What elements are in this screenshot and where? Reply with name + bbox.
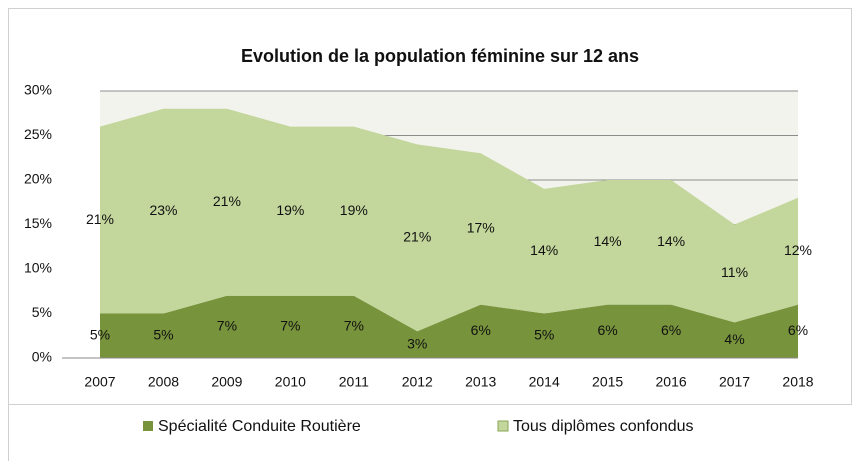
data-label: 21%: [213, 193, 241, 209]
y-tick-label: 20%: [24, 171, 52, 187]
data-label: 3%: [407, 335, 427, 351]
x-tick-label: 2009: [211, 374, 242, 390]
legend-swatch: [497, 420, 509, 432]
data-label: 17%: [467, 220, 495, 236]
data-label: 12%: [784, 242, 812, 258]
data-label: 19%: [340, 202, 368, 218]
data-label: 5%: [153, 326, 173, 342]
x-tick-label: 2015: [592, 374, 623, 390]
legend-label: Tous diplômes confondus: [513, 418, 694, 435]
data-label: 21%: [403, 229, 431, 245]
data-label: 19%: [276, 202, 304, 218]
data-label: 5%: [534, 326, 554, 342]
data-label: 6%: [471, 322, 491, 338]
area: [100, 295, 798, 358]
data-label: 14%: [530, 242, 558, 258]
x-tick-label: 2007: [84, 374, 115, 390]
data-label: 7%: [280, 318, 300, 334]
x-tick-label: 2011: [339, 374, 369, 390]
data-label: 14%: [657, 233, 685, 249]
legend-label: Spécialité Conduite Routière: [158, 418, 361, 435]
data-label: 14%: [594, 233, 622, 249]
data-label: 23%: [149, 202, 177, 218]
x-tick-label: 2010: [275, 374, 306, 390]
x-tick-label: 2013: [465, 374, 496, 390]
data-label: 6%: [598, 322, 618, 338]
area: [100, 108, 798, 332]
y-tick-label: 15%: [24, 215, 52, 231]
y-tick-label: 30%: [24, 82, 52, 98]
y-tick-label: 5%: [32, 304, 52, 320]
x-tick-label: 2016: [656, 374, 687, 390]
data-label: 21%: [86, 211, 114, 227]
data-label: 6%: [661, 322, 681, 338]
data-label: 5%: [90, 326, 110, 342]
x-tick-label: 2008: [148, 374, 179, 390]
x-tick-label: 2018: [782, 374, 813, 390]
y-tick-label: 10%: [24, 260, 52, 276]
data-label: 7%: [217, 318, 237, 334]
legend-swatch: [143, 421, 153, 431]
x-tick-label: 2017: [719, 374, 750, 390]
chart-title: Evolution de la population féminine sur …: [241, 46, 639, 66]
y-tick-label: 25%: [24, 126, 52, 142]
data-label: 6%: [788, 322, 808, 338]
data-label: 4%: [724, 331, 744, 347]
x-tick-label: 2014: [529, 374, 560, 390]
data-label: 11%: [721, 264, 748, 280]
y-tick-label: 0%: [32, 349, 52, 365]
x-tick-label: 2012: [402, 374, 433, 390]
data-label: 7%: [344, 318, 364, 334]
